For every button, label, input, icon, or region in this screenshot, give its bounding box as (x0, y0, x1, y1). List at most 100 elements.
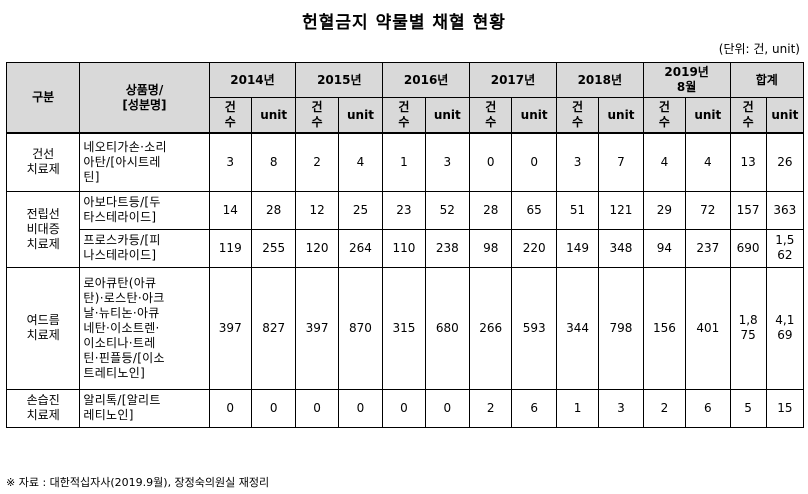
subheader-unit: unit (511, 97, 557, 134)
value-cell: 28 (469, 190, 513, 230)
value-cell: 1 (382, 132, 426, 192)
value-cell: 121 (598, 190, 644, 230)
value-cell: 680 (424, 266, 471, 390)
value-cell: 827 (250, 266, 297, 390)
product-cell: 알리톡/[알리트 레티노인] (79, 388, 210, 428)
value-cell: 3 (598, 388, 644, 428)
value-cell: 593 (511, 266, 557, 390)
product-cell: 아보다트등/[두 타스테라이드] (79, 190, 210, 230)
value-cell: 401 (685, 266, 731, 390)
value-cell: 65 (511, 190, 557, 230)
subheader-count: 건 수 (729, 97, 767, 134)
subheader-count: 건 수 (469, 97, 513, 134)
unit-note: (단위: 건, unit) (718, 42, 800, 56)
table-row: 여드름 치료제 로아큐탄(아큐 탄)·로스탄·아크 날·뉴티논·아큐 네탄·이소트… (5, 266, 805, 390)
value-cell: 6 (511, 388, 557, 428)
header-year: 2017년 (469, 62, 557, 98)
value-cell: 4,1 69 (765, 266, 805, 390)
header-year: 2019년 8월 (642, 62, 731, 98)
value-cell: 255 (250, 228, 297, 268)
page-title: 헌혈금지 약물별 채혈 현황 (302, 13, 506, 33)
value-cell: 3 (424, 132, 471, 192)
subheader-unit: unit (765, 97, 805, 134)
value-cell: 7 (598, 132, 644, 192)
value-cell: 26 (765, 132, 805, 192)
subheader-unit: unit (250, 97, 297, 134)
value-cell: 29 (642, 190, 687, 230)
value-cell: 119 (208, 228, 252, 268)
value-cell: 94 (642, 228, 687, 268)
value-cell: 4 (685, 132, 731, 192)
value-cell: 110 (382, 228, 426, 268)
subheader-count: 건 수 (382, 97, 426, 134)
value-cell: 12 (295, 190, 339, 230)
value-cell: 120 (295, 228, 339, 268)
category-cell: 여드름 치료제 (5, 266, 81, 390)
value-cell: 1,5 62 (765, 228, 805, 268)
value-cell: 363 (765, 190, 805, 230)
subheader-count: 건 수 (295, 97, 339, 134)
value-cell: 3 (208, 132, 252, 192)
value-cell: 4 (337, 132, 384, 192)
header-category: 구분 (5, 62, 81, 134)
value-cell: 15 (765, 388, 805, 428)
header-year: 2016년 (382, 62, 471, 98)
value-cell: 52 (424, 190, 471, 230)
value-cell: 0 (511, 132, 557, 192)
value-cell: 3 (555, 132, 600, 192)
value-cell: 5 (729, 388, 767, 428)
value-cell: 0 (382, 388, 426, 428)
product-cell: 로아큐탄(아큐 탄)·로스탄·아크 날·뉴티논·아큐 네탄·이소트렌· 이소티나… (79, 266, 210, 390)
value-cell: 0 (469, 132, 513, 192)
value-cell: 0 (250, 388, 297, 428)
value-cell: 25 (337, 190, 384, 230)
value-cell: 690 (729, 228, 767, 268)
value-cell: 0 (208, 388, 252, 428)
value-cell: 157 (729, 190, 767, 230)
product-cell: 프로스카등/[피 나스테라이드] (79, 228, 210, 268)
category-cell: 건선 치료제 (5, 132, 81, 192)
value-cell: 344 (555, 266, 600, 390)
data-table: 구분 상품명/ [성분명] 2014년 2015년 2016년 2017년 20… (5, 62, 805, 428)
table-row: 전립선 비대증 치료제 아보다트등/[두 타스테라이드] 14 28 12 25 23 52 2… (5, 190, 805, 268)
table-row: 건선 치료제 네오티가손·소리 아탄/[아시트레 틴] 3 8 2 4 1 3 0 0 3 7 4 4 13… (5, 132, 805, 192)
product-cell: 네오티가손·소리 아탄/[아시트레 틴] (79, 132, 210, 192)
value-cell: 0 (295, 388, 339, 428)
value-cell: 870 (337, 266, 384, 390)
value-cell: 51 (555, 190, 600, 230)
subheader-unit: unit (337, 97, 384, 134)
subheader-unit: unit (598, 97, 644, 134)
value-cell: 8 (250, 132, 297, 192)
value-cell: 98 (469, 228, 513, 268)
value-cell: 72 (685, 190, 731, 230)
value-cell: 397 (208, 266, 252, 390)
value-cell: 2 (469, 388, 513, 428)
header-year: 2018년 (555, 62, 644, 98)
category-cell: 손습진 치료제 (5, 388, 81, 428)
value-cell: 264 (337, 228, 384, 268)
header-total: 합계 (729, 62, 805, 98)
source-note: ※ 자료 : 대한적십자사(2019.9월), 장정숙의원실 재정리 (6, 476, 270, 489)
value-cell: 0 (424, 388, 471, 428)
value-cell: 14 (208, 190, 252, 230)
value-cell: 6 (685, 388, 731, 428)
value-cell: 13 (729, 132, 767, 192)
category-cell: 전립선 비대증 치료제 (5, 190, 81, 268)
header-year: 2015년 (295, 62, 384, 98)
value-cell: 220 (511, 228, 557, 268)
value-cell: 2 (295, 132, 339, 192)
value-cell: 798 (598, 266, 644, 390)
value-cell: 315 (382, 266, 426, 390)
subheader-count: 건 수 (555, 97, 600, 134)
value-cell: 149 (555, 228, 600, 268)
value-cell: 2 (642, 388, 687, 428)
header-product: 상품명/ [성분명] (79, 62, 210, 134)
subheader-unit: unit (424, 97, 471, 134)
value-cell: 4 (642, 132, 687, 192)
value-cell: 237 (685, 228, 731, 268)
value-cell: 28 (250, 190, 297, 230)
subheader-count: 건 수 (642, 97, 687, 134)
table-row: 손습진 치료제 알리톡/[알리트 레티노인] 0 0 0 0 0 0 2 6 1 3 2 6 5 15 (5, 388, 805, 428)
value-cell: 348 (598, 228, 644, 268)
value-cell: 397 (295, 266, 339, 390)
